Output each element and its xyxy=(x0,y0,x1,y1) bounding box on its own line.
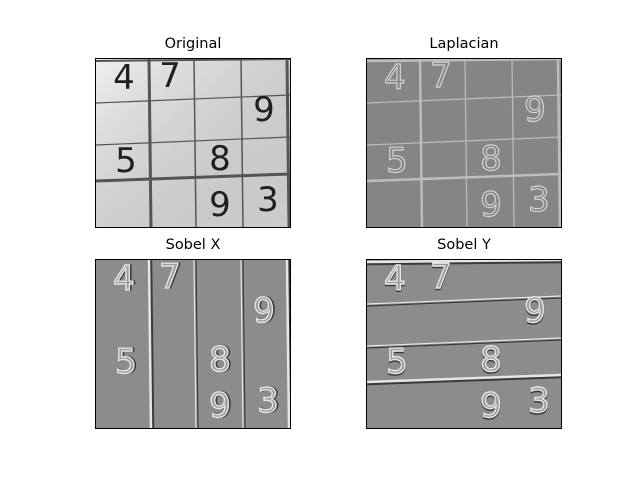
digit: 9 xyxy=(480,185,502,225)
image-laplacian: 4 795 89 3 xyxy=(367,59,561,227)
subplot-title-laplacian: Laplacian xyxy=(429,36,499,52)
digit: 9 xyxy=(209,185,231,225)
grid-line-horizontal xyxy=(96,94,290,104)
digit: 4 xyxy=(384,59,406,98)
digit: 3 xyxy=(528,381,550,421)
digit: 7 xyxy=(430,59,452,96)
image-background xyxy=(96,260,290,428)
digit: 9 xyxy=(253,90,275,130)
digit: 4 xyxy=(384,260,406,299)
digit: 5 xyxy=(115,342,137,382)
digit-shadow: 9 xyxy=(255,291,277,331)
grid-line-horizontal xyxy=(367,295,561,305)
grid-line-horizontal xyxy=(367,94,561,104)
grid-line-horizontal xyxy=(96,172,290,183)
grid-line-vertical xyxy=(193,59,197,227)
image-background xyxy=(367,59,561,227)
digit-shadow: 9 xyxy=(480,388,502,428)
image-original: 4 795 89 3 xyxy=(96,59,290,227)
grid-line-vertical xyxy=(285,59,290,227)
digit-shadow: 4 xyxy=(384,261,406,301)
grid-line-vertical xyxy=(240,260,244,428)
digit-shadow: 5 xyxy=(386,344,408,384)
digit: 9 xyxy=(480,386,502,426)
digit: 3 xyxy=(257,180,279,220)
digit-shadow: 7 xyxy=(161,260,183,297)
image-shading xyxy=(96,59,290,227)
grid-line-vertical-shadow xyxy=(149,260,155,428)
grid-line-vertical-shadow xyxy=(242,260,246,428)
grid-line-vertical xyxy=(556,59,561,227)
grid-line-horizontal xyxy=(96,136,290,146)
subplot-title-sobel-x: Sobel X xyxy=(165,237,221,253)
grid-line-vertical xyxy=(285,260,290,428)
digit: 8 xyxy=(480,340,502,380)
digit-shadow: 7 xyxy=(430,260,452,299)
subplot-title-sobel-y: Sobel Y xyxy=(437,237,491,253)
digit-shadow: 4 xyxy=(115,260,137,299)
grid-line-vertical xyxy=(147,260,153,428)
grid-line-horizontal-shadow xyxy=(367,260,561,266)
grid-line-vertical xyxy=(240,59,244,227)
grid-line-horizontal xyxy=(367,373,561,384)
digit: 4 xyxy=(113,59,135,98)
digit: 5 xyxy=(386,141,408,181)
digit: 3 xyxy=(257,381,279,421)
grid-line-vertical xyxy=(464,59,468,227)
grid-line-vertical-shadow xyxy=(195,260,199,428)
digit-shadow: 3 xyxy=(259,381,281,421)
grid-line-horizontal-shadow xyxy=(367,297,561,307)
digit: 8 xyxy=(209,340,231,380)
digit: 9 xyxy=(524,291,546,331)
digit: 5 xyxy=(386,342,408,382)
digit: 3 xyxy=(528,180,550,220)
grid-line-horizontal xyxy=(367,260,561,264)
grid-line-horizontal xyxy=(367,172,561,183)
digit: 5 xyxy=(115,141,137,181)
grid-line-vertical xyxy=(511,59,515,227)
digit: 7 xyxy=(430,260,452,297)
digit: 7 xyxy=(159,260,181,297)
digit: 9 xyxy=(524,90,546,130)
digit-shadow: 8 xyxy=(211,340,233,380)
grid-line-vertical xyxy=(193,260,197,428)
grid-line-horizontal xyxy=(367,59,561,63)
subplot-title-original: Original xyxy=(164,36,222,52)
digit-shadow: 9 xyxy=(211,386,233,426)
digit: 4 xyxy=(113,260,135,299)
digit: 8 xyxy=(480,139,502,179)
digit: 9 xyxy=(253,291,275,331)
digit: 7 xyxy=(159,59,181,96)
grid-line-horizontal-shadow xyxy=(367,375,561,386)
grid-line-horizontal xyxy=(367,136,561,146)
grid-line-horizontal xyxy=(367,337,561,347)
digit-shadow: 8 xyxy=(480,342,502,382)
digit-shadow: 5 xyxy=(117,342,139,382)
digit: 8 xyxy=(209,139,231,179)
grid-line-vertical-shadow xyxy=(287,260,290,428)
digit-shadow: 9 xyxy=(524,293,546,333)
digit-shadow: 3 xyxy=(528,383,550,423)
digit: 9 xyxy=(209,386,231,426)
grid-line-horizontal xyxy=(96,59,290,62)
grid-line-horizontal-shadow xyxy=(367,339,561,349)
